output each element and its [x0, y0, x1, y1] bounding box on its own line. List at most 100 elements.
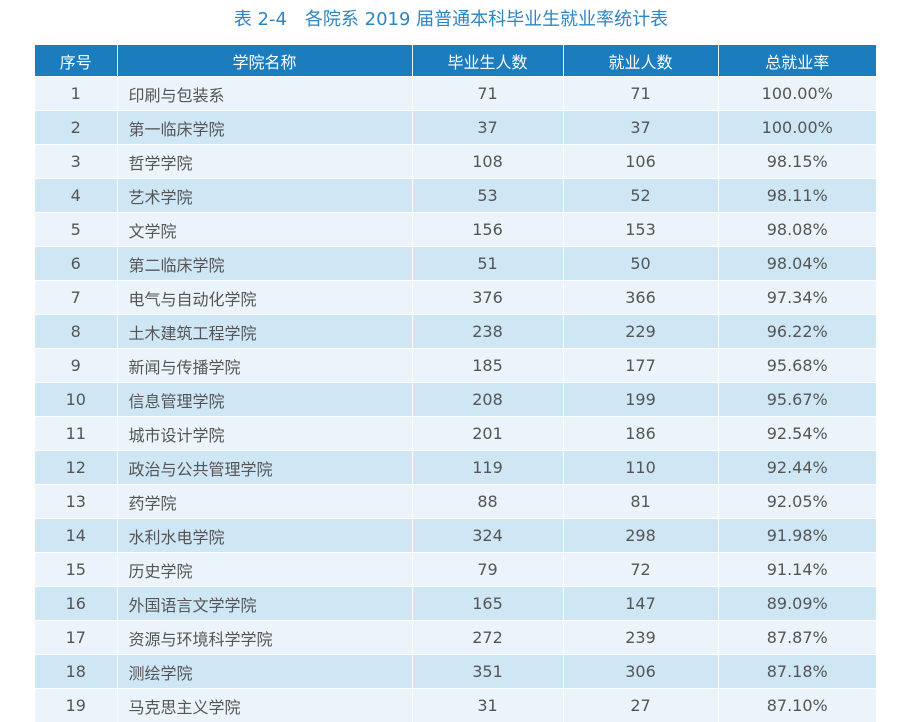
cell-rate: 98.15% [718, 145, 876, 179]
cell-rate: 92.44% [718, 451, 876, 485]
cell-index: 15 [35, 553, 117, 587]
cell-college: 文学院 [117, 213, 412, 247]
cell-rate: 87.87% [718, 621, 876, 655]
cell-index: 14 [35, 519, 117, 553]
cell-employed: 298 [563, 519, 718, 553]
header-index: 序号 [35, 45, 117, 77]
cell-employed: 366 [563, 281, 718, 315]
cell-index: 2 [35, 111, 117, 145]
cell-index: 3 [35, 145, 117, 179]
cell-college: 印刷与包装系 [117, 77, 412, 111]
cell-employed: 50 [563, 247, 718, 281]
cell-employed: 72 [563, 553, 718, 587]
cell-index: 7 [35, 281, 117, 315]
cell-employed: 106 [563, 145, 718, 179]
cell-graduates: 53 [412, 179, 563, 213]
cell-college: 测绘学院 [117, 655, 412, 689]
cell-college: 电气与自动化学院 [117, 281, 412, 315]
cell-employed: 177 [563, 349, 718, 383]
cell-index: 12 [35, 451, 117, 485]
cell-graduates: 351 [412, 655, 563, 689]
header-graduates: 毕业生人数 [412, 45, 563, 77]
cell-college: 资源与环境科学学院 [117, 621, 412, 655]
cell-college: 信息管理学院 [117, 383, 412, 417]
cell-index: 5 [35, 213, 117, 247]
cell-rate: 91.14% [718, 553, 876, 587]
cell-college: 新闻与传播学院 [117, 349, 412, 383]
cell-graduates: 201 [412, 417, 563, 451]
cell-employed: 52 [563, 179, 718, 213]
cell-college: 马克思主义学院 [117, 689, 412, 722]
header-employed: 就业人数 [563, 45, 718, 77]
cell-graduates: 88 [412, 485, 563, 519]
cell-employed: 147 [563, 587, 718, 621]
cell-index: 10 [35, 383, 117, 417]
header-row: 序号 学院名称 毕业生人数 就业人数 总就业率 [35, 45, 876, 77]
cell-college: 第一临床学院 [117, 111, 412, 145]
cell-college: 第二临床学院 [117, 247, 412, 281]
cell-college: 药学院 [117, 485, 412, 519]
cell-employed: 27 [563, 689, 718, 722]
cell-college: 土木建筑工程学院 [117, 315, 412, 349]
cell-employed: 229 [563, 315, 718, 349]
cell-employed: 37 [563, 111, 718, 145]
cell-graduates: 238 [412, 315, 563, 349]
cell-rate: 98.11% [718, 179, 876, 213]
cell-index: 17 [35, 621, 117, 655]
cell-rate: 96.22% [718, 315, 876, 349]
cell-employed: 153 [563, 213, 718, 247]
cell-graduates: 165 [412, 587, 563, 621]
cell-college: 艺术学院 [117, 179, 412, 213]
cell-rate: 95.67% [718, 383, 876, 417]
cell-college: 历史学院 [117, 553, 412, 587]
cell-graduates: 272 [412, 621, 563, 655]
cell-employed: 239 [563, 621, 718, 655]
cell-graduates: 208 [412, 383, 563, 417]
cell-college: 政治与公共管理学院 [117, 451, 412, 485]
cell-graduates: 324 [412, 519, 563, 553]
cell-rate: 97.34% [718, 281, 876, 315]
cell-graduates: 51 [412, 247, 563, 281]
cell-graduates: 108 [412, 145, 563, 179]
cell-college: 城市设计学院 [117, 417, 412, 451]
cell-graduates: 71 [412, 77, 563, 111]
cell-rate: 100.00% [718, 77, 876, 111]
cell-employed: 186 [563, 417, 718, 451]
cell-graduates: 156 [412, 213, 563, 247]
header-college: 学院名称 [117, 45, 412, 77]
cell-index: 1 [35, 77, 117, 111]
cell-employed: 71 [563, 77, 718, 111]
cell-rate: 98.08% [718, 213, 876, 247]
cell-employed: 81 [563, 485, 718, 519]
cell-employed: 110 [563, 451, 718, 485]
cell-index: 13 [35, 485, 117, 519]
cell-rate: 87.18% [718, 655, 876, 689]
cell-index: 4 [35, 179, 117, 213]
cell-rate: 100.00% [718, 111, 876, 145]
table-title: 表 2-4 各院系 2019 届普通本科毕业生就业率统计表 [0, 7, 902, 33]
cell-graduates: 37 [412, 111, 563, 145]
cell-college: 哲学学院 [117, 145, 412, 179]
cell-graduates: 79 [412, 553, 563, 587]
cell-rate: 95.68% [718, 349, 876, 383]
cell-index: 19 [35, 689, 117, 722]
cell-rate: 89.09% [718, 587, 876, 621]
cell-rate: 92.05% [718, 485, 876, 519]
cell-index: 16 [35, 587, 117, 621]
